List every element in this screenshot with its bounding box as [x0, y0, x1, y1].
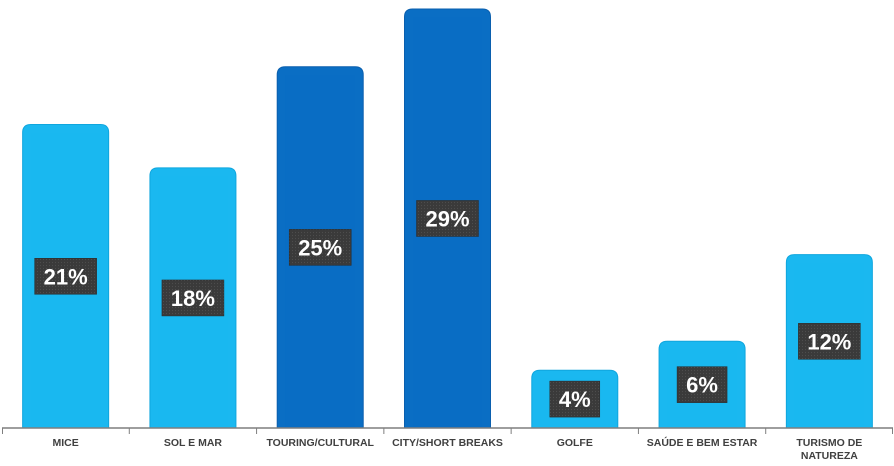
- category-label: TURISMO DE: [796, 437, 862, 449]
- data-label: 25%: [298, 235, 342, 260]
- category-label: SAÚDE E BEM ESTAR: [647, 436, 758, 449]
- data-label-box: [798, 323, 861, 360]
- data-label: 12%: [807, 329, 851, 354]
- category-label: TOURING/CULTURAL: [266, 437, 374, 449]
- x-axis: [2, 427, 893, 434]
- category-labels: MICE SOL E MAR TOURING/CULTURAL CITY/SHORT …: [53, 436, 863, 462]
- data-label: 6%: [686, 373, 718, 398]
- category-label: CITY/SHORT BREAKS: [392, 437, 503, 449]
- data-label-box: [549, 380, 601, 418]
- category-label: NATUREZA: [801, 450, 858, 462]
- data-label-box: [288, 229, 352, 266]
- data-label: 4%: [559, 387, 591, 412]
- data-label: 29%: [425, 206, 469, 231]
- data-label-box: [161, 279, 225, 317]
- category-label: GOLFE: [557, 437, 593, 449]
- category-label: SOL E MAR: [164, 437, 223, 449]
- data-label-box: [416, 200, 479, 237]
- data-labels: 21% 18% 25% 29% 4% 6% 12%: [34, 200, 861, 418]
- data-label: 21%: [44, 264, 88, 289]
- data-label: 18%: [171, 286, 215, 311]
- category-label: MICE: [53, 437, 79, 449]
- data-label-box: [676, 366, 728, 403]
- data-label-box: [34, 258, 97, 295]
